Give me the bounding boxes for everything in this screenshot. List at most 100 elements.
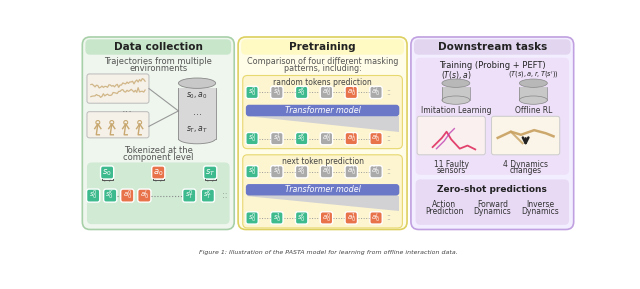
FancyBboxPatch shape — [138, 189, 151, 202]
Text: Trajectories from multiple: Trajectories from multiple — [104, 57, 212, 66]
FancyBboxPatch shape — [246, 86, 259, 99]
Ellipse shape — [179, 134, 216, 144]
Polygon shape — [246, 196, 399, 211]
Text: $(T(s), a, r, T(s'))$: $(T(s), a, r, T(s'))$ — [508, 70, 559, 81]
Text: patterns, including:: patterns, including: — [284, 64, 362, 73]
Text: ::: :: — [386, 134, 391, 143]
Text: random tokens prediction: random tokens prediction — [273, 78, 372, 87]
Text: ::: :: — [222, 191, 228, 200]
FancyBboxPatch shape — [152, 166, 165, 179]
FancyBboxPatch shape — [320, 212, 333, 224]
FancyBboxPatch shape — [345, 132, 358, 145]
FancyBboxPatch shape — [83, 37, 234, 229]
Text: $\hat{a}_0^L$: $\hat{a}_0^L$ — [371, 165, 381, 178]
Text: $\hat{a}_0^L$: $\hat{a}_0^L$ — [371, 86, 381, 99]
Text: $s_0^K$: $s_0^K$ — [297, 132, 307, 145]
Text: Dynamics: Dynamics — [474, 207, 511, 216]
FancyBboxPatch shape — [320, 86, 333, 99]
Polygon shape — [179, 88, 216, 139]
Text: $\hat{a}_0^0$: $\hat{a}_0^0$ — [322, 165, 331, 178]
FancyBboxPatch shape — [87, 74, 149, 103]
Text: $a_0^L$: $a_0^L$ — [140, 189, 149, 202]
Text: $(T(s), a)$: $(T(s), a)$ — [440, 69, 471, 81]
Text: ...: ... — [122, 104, 132, 114]
FancyBboxPatch shape — [202, 189, 214, 202]
Text: $a_0^0$: $a_0^0$ — [322, 132, 331, 145]
Text: sensors: sensors — [436, 166, 466, 175]
Ellipse shape — [179, 78, 216, 88]
Text: ::: :: — [386, 214, 391, 223]
FancyBboxPatch shape — [271, 166, 283, 178]
Text: $a_0^L$: $a_0^L$ — [371, 132, 381, 145]
Text: component level: component level — [123, 153, 193, 162]
Text: $s_T, a_T$: $s_T, a_T$ — [186, 124, 208, 135]
FancyBboxPatch shape — [243, 155, 403, 228]
Text: $s_T$: $s_T$ — [205, 167, 216, 178]
Ellipse shape — [442, 79, 470, 87]
Text: $s_0^K$: $s_0^K$ — [106, 189, 115, 202]
FancyBboxPatch shape — [345, 212, 358, 224]
Text: $\hat{s}_0^1$: $\hat{s}_0^1$ — [273, 165, 281, 178]
Text: $a_0$: $a_0$ — [153, 167, 163, 178]
Text: Training (Probing + PEFT): Training (Probing + PEFT) — [439, 61, 546, 70]
FancyBboxPatch shape — [417, 116, 485, 155]
FancyBboxPatch shape — [320, 132, 333, 145]
Text: changes: changes — [509, 166, 541, 175]
Text: Forward: Forward — [477, 200, 508, 209]
Text: $\hat{s}_0^K$: $\hat{s}_0^K$ — [297, 165, 307, 178]
Text: next token prediction: next token prediction — [282, 157, 364, 166]
Text: Transformer model: Transformer model — [285, 185, 360, 194]
FancyBboxPatch shape — [238, 37, 407, 229]
FancyBboxPatch shape — [246, 105, 399, 116]
FancyBboxPatch shape — [492, 116, 560, 155]
FancyBboxPatch shape — [271, 132, 283, 145]
Text: $a_0^1$: $a_0^1$ — [347, 211, 356, 225]
FancyBboxPatch shape — [296, 166, 308, 178]
FancyBboxPatch shape — [204, 166, 217, 179]
FancyBboxPatch shape — [296, 132, 308, 145]
Ellipse shape — [520, 96, 547, 104]
Text: $a_0^0$: $a_0^0$ — [122, 189, 132, 202]
Text: $\hat{a}_0^1$: $\hat{a}_0^1$ — [347, 165, 356, 178]
FancyBboxPatch shape — [415, 58, 569, 175]
Text: Figure 1: Illustration of the PASTA model for learning from offline interaction : Figure 1: Illustration of the PASTA mode… — [198, 250, 458, 255]
FancyBboxPatch shape — [241, 39, 404, 55]
Text: ::: :: — [386, 167, 391, 176]
Text: Transformer model: Transformer model — [285, 106, 360, 115]
Text: $s_0^0$: $s_0^0$ — [248, 211, 257, 225]
Text: $s_0^K$: $s_0^K$ — [297, 86, 307, 99]
Text: $s_T^0$: $s_T^0$ — [185, 189, 194, 202]
Text: Dynamics: Dynamics — [522, 207, 559, 216]
FancyBboxPatch shape — [370, 86, 382, 99]
FancyBboxPatch shape — [87, 162, 230, 224]
FancyBboxPatch shape — [345, 166, 358, 178]
Text: Inverse: Inverse — [526, 200, 554, 209]
FancyBboxPatch shape — [243, 75, 403, 149]
Polygon shape — [442, 87, 470, 100]
FancyBboxPatch shape — [271, 212, 283, 224]
Text: $s_0^0$: $s_0^0$ — [248, 165, 257, 178]
Text: Offline RL: Offline RL — [515, 106, 552, 115]
Text: $s_T^K$: $s_T^K$ — [203, 189, 212, 202]
FancyBboxPatch shape — [86, 189, 100, 202]
Text: Tokenized at the: Tokenized at the — [124, 146, 193, 155]
Text: $s_0^1$: $s_0^1$ — [273, 211, 281, 225]
Text: $\hat{a}_0^0$: $\hat{a}_0^0$ — [322, 86, 331, 99]
Text: Zero-shot predictions: Zero-shot predictions — [437, 185, 547, 194]
Ellipse shape — [442, 96, 470, 104]
FancyBboxPatch shape — [414, 39, 571, 55]
Text: Data collection: Data collection — [114, 42, 203, 52]
Text: 11 Faulty: 11 Faulty — [434, 160, 468, 168]
Text: $s_0, a_0$: $s_0, a_0$ — [186, 90, 208, 101]
Text: environments: environments — [129, 64, 188, 73]
FancyBboxPatch shape — [246, 184, 399, 196]
Text: Pretraining: Pretraining — [289, 42, 356, 52]
FancyBboxPatch shape — [320, 166, 333, 178]
FancyBboxPatch shape — [296, 212, 308, 224]
Polygon shape — [520, 87, 547, 100]
FancyBboxPatch shape — [345, 86, 358, 99]
FancyBboxPatch shape — [121, 189, 134, 202]
Text: 4 Dynamics: 4 Dynamics — [503, 160, 548, 168]
Text: $s_0$: $s_0$ — [102, 167, 112, 178]
FancyBboxPatch shape — [246, 166, 259, 178]
